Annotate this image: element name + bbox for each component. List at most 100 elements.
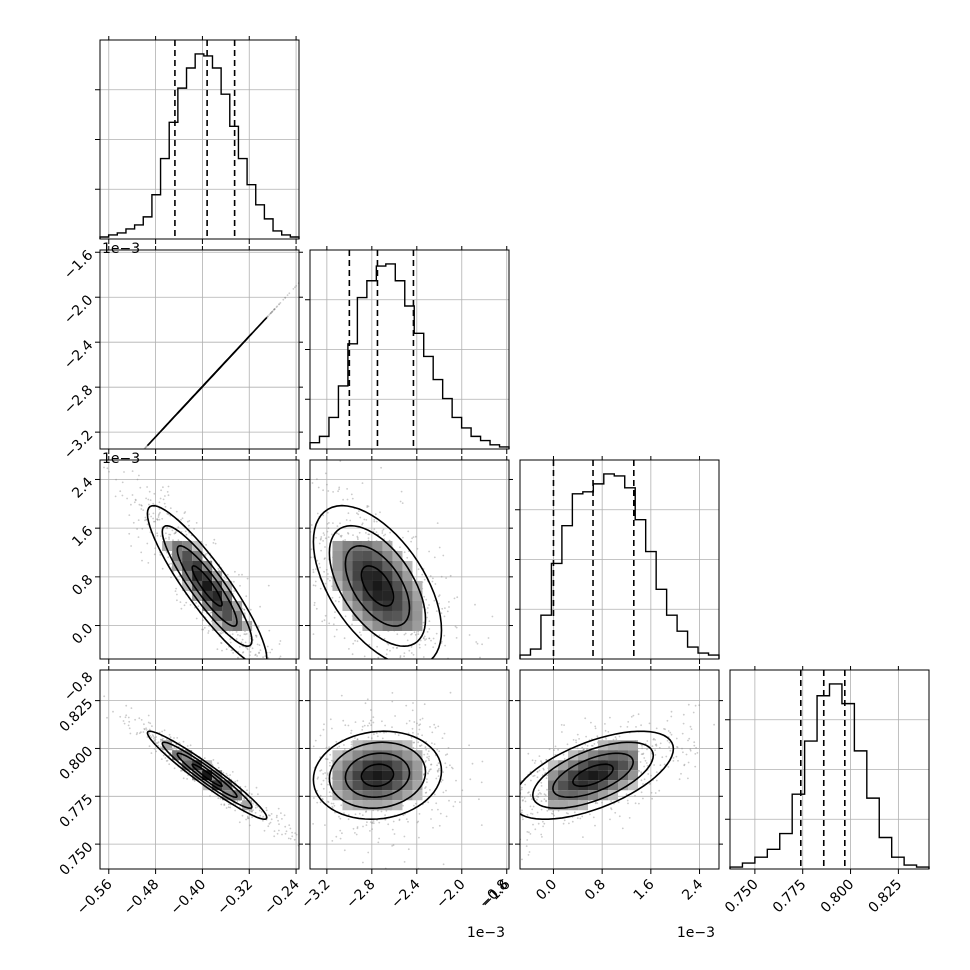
sample-point bbox=[140, 731, 142, 734]
sample-point bbox=[314, 580, 317, 583]
sample-point bbox=[433, 673, 435, 675]
sample-point bbox=[277, 691, 279, 693]
sample-point bbox=[291, 831, 293, 834]
density-1-0 bbox=[119, 282, 299, 476]
sample-point bbox=[103, 466, 105, 469]
density-cell bbox=[382, 540, 393, 551]
sample-point bbox=[313, 604, 316, 606]
sample-point bbox=[255, 804, 258, 807]
sample-point bbox=[141, 450, 143, 452]
x-tick-label: 0.825 bbox=[866, 877, 906, 917]
sample-point bbox=[341, 853, 343, 855]
sample-point bbox=[372, 822, 375, 825]
sample-point bbox=[415, 802, 417, 805]
sample-point bbox=[138, 503, 141, 506]
sample-point bbox=[496, 786, 498, 788]
density-cell bbox=[162, 740, 173, 751]
sample-point bbox=[653, 737, 655, 740]
sample-point bbox=[167, 556, 170, 559]
sample-point bbox=[585, 735, 587, 738]
sample-point bbox=[365, 810, 368, 813]
sample-point bbox=[640, 724, 642, 727]
sample-point bbox=[271, 311, 273, 313]
panel-0-0 bbox=[95, 36, 300, 244]
sample-point bbox=[366, 662, 368, 664]
sample-point bbox=[403, 551, 406, 554]
sample-point bbox=[254, 812, 257, 814]
sample-point bbox=[195, 602, 198, 604]
sample-point bbox=[152, 735, 155, 738]
density-cell bbox=[362, 600, 373, 611]
sample-point bbox=[452, 805, 455, 808]
panel-2-1 bbox=[258, 456, 513, 711]
density-cell bbox=[202, 560, 213, 571]
sample-point bbox=[138, 717, 141, 720]
density-cell bbox=[402, 620, 413, 631]
sample-point bbox=[530, 798, 533, 800]
sample-point bbox=[246, 648, 249, 651]
sample-point bbox=[638, 770, 641, 772]
sample-point bbox=[244, 641, 247, 644]
sample-point bbox=[183, 604, 186, 607]
sample-point bbox=[331, 840, 334, 842]
sample-point bbox=[328, 746, 330, 749]
sample-point bbox=[646, 765, 649, 767]
sample-point bbox=[409, 667, 411, 669]
sample-point bbox=[642, 752, 645, 755]
sample-point bbox=[162, 498, 165, 501]
density-3-1 bbox=[285, 691, 484, 869]
sample-point bbox=[426, 616, 428, 619]
sample-point bbox=[539, 792, 541, 794]
density-cell bbox=[608, 770, 619, 781]
sample-point bbox=[401, 662, 403, 664]
sample-point bbox=[297, 829, 299, 831]
density-cell bbox=[628, 770, 639, 781]
density-cell bbox=[588, 750, 599, 761]
sample-point bbox=[267, 814, 270, 817]
sample-point bbox=[380, 709, 382, 711]
sample-point bbox=[677, 759, 679, 762]
sample-point bbox=[320, 769, 323, 771]
sample-point bbox=[119, 474, 121, 476]
sample-point bbox=[350, 746, 353, 749]
sample-point bbox=[238, 646, 241, 648]
sample-point bbox=[195, 522, 198, 524]
sample-point bbox=[643, 765, 645, 768]
sample-point bbox=[316, 777, 319, 780]
sample-point bbox=[669, 731, 672, 734]
sample-point bbox=[324, 546, 326, 548]
sample-point bbox=[383, 637, 386, 640]
density-cell bbox=[608, 760, 619, 771]
sample-point bbox=[285, 785, 287, 787]
sample-point bbox=[329, 718, 332, 721]
density-cell bbox=[402, 770, 413, 781]
sample-point bbox=[256, 805, 259, 808]
sample-point bbox=[434, 583, 437, 585]
sample-point bbox=[444, 644, 446, 647]
sample-point bbox=[327, 773, 329, 776]
y-tick-label: −0.8 bbox=[61, 669, 96, 704]
sample-point bbox=[241, 814, 244, 817]
sample-point bbox=[540, 760, 542, 763]
sample-point bbox=[446, 610, 449, 613]
sample-point bbox=[376, 735, 379, 738]
sample-point bbox=[676, 746, 679, 749]
sample-point bbox=[170, 553, 173, 556]
sample-point bbox=[350, 678, 352, 680]
sample-point bbox=[320, 536, 323, 538]
sample-point bbox=[546, 809, 549, 812]
sample-point bbox=[127, 724, 130, 727]
sample-point bbox=[258, 581, 260, 583]
sample-point bbox=[381, 720, 383, 723]
density-cell bbox=[222, 790, 233, 801]
sample-point bbox=[414, 633, 417, 636]
density-cell bbox=[342, 580, 353, 591]
density-cell bbox=[392, 750, 403, 761]
sample-point bbox=[184, 530, 187, 533]
sample-point bbox=[273, 308, 276, 311]
sample-point bbox=[529, 805, 532, 808]
sample-point bbox=[182, 777, 185, 780]
sample-point bbox=[229, 638, 232, 640]
sample-point bbox=[557, 809, 560, 812]
x-tick-label: −2.8 bbox=[343, 877, 378, 912]
